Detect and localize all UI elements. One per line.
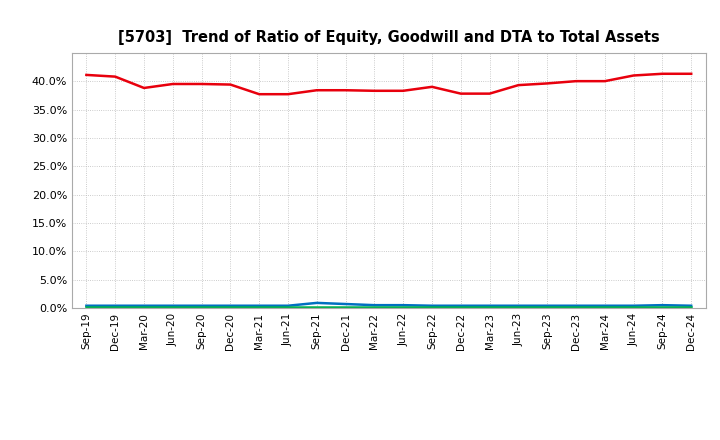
- Deferred Tax Assets: [284, 304, 292, 309]
- Equity: [370, 88, 379, 93]
- Equity: [514, 82, 523, 88]
- Equity: [226, 82, 235, 87]
- Equity: [255, 92, 264, 97]
- Goodwill: [255, 303, 264, 308]
- Goodwill: [140, 303, 148, 308]
- Deferred Tax Assets: [255, 304, 264, 309]
- Equity: [658, 71, 667, 77]
- Goodwill: [370, 303, 379, 308]
- Deferred Tax Assets: [658, 304, 667, 309]
- Goodwill: [687, 303, 696, 308]
- Deferred Tax Assets: [543, 304, 552, 309]
- Equity: [456, 91, 465, 96]
- Equity: [140, 85, 148, 91]
- Goodwill: [197, 303, 206, 308]
- Deferred Tax Assets: [600, 304, 609, 309]
- Goodwill: [658, 303, 667, 308]
- Goodwill: [600, 303, 609, 308]
- Goodwill: [514, 303, 523, 308]
- Goodwill: [341, 301, 350, 307]
- Line: Goodwill: Goodwill: [86, 303, 691, 306]
- Equity: [428, 84, 436, 89]
- Deferred Tax Assets: [514, 304, 523, 309]
- Equity: [543, 81, 552, 86]
- Deferred Tax Assets: [485, 304, 494, 309]
- Deferred Tax Assets: [572, 304, 580, 309]
- Deferred Tax Assets: [82, 304, 91, 309]
- Goodwill: [456, 303, 465, 308]
- Deferred Tax Assets: [428, 304, 436, 309]
- Equity: [284, 92, 292, 97]
- Equity: [168, 81, 177, 87]
- Equity: [341, 88, 350, 93]
- Goodwill: [82, 303, 91, 308]
- Deferred Tax Assets: [111, 304, 120, 309]
- Title: [5703]  Trend of Ratio of Equity, Goodwill and DTA to Total Assets: [5703] Trend of Ratio of Equity, Goodwil…: [118, 29, 660, 45]
- Deferred Tax Assets: [140, 304, 148, 309]
- Goodwill: [284, 303, 292, 308]
- Goodwill: [572, 303, 580, 308]
- Deferred Tax Assets: [687, 304, 696, 309]
- Equity: [312, 88, 321, 93]
- Goodwill: [428, 303, 436, 308]
- Goodwill: [543, 303, 552, 308]
- Equity: [572, 78, 580, 84]
- Deferred Tax Assets: [341, 304, 350, 309]
- Equity: [197, 81, 206, 87]
- Deferred Tax Assets: [399, 304, 408, 309]
- Deferred Tax Assets: [226, 304, 235, 309]
- Goodwill: [168, 303, 177, 308]
- Goodwill: [485, 303, 494, 308]
- Goodwill: [312, 300, 321, 305]
- Goodwill: [629, 303, 638, 308]
- Line: Equity: Equity: [86, 74, 691, 94]
- Deferred Tax Assets: [168, 304, 177, 309]
- Deferred Tax Assets: [370, 304, 379, 309]
- Equity: [629, 73, 638, 78]
- Equity: [485, 91, 494, 96]
- Goodwill: [111, 303, 120, 308]
- Equity: [82, 72, 91, 77]
- Equity: [111, 74, 120, 79]
- Equity: [687, 71, 696, 77]
- Deferred Tax Assets: [629, 304, 638, 309]
- Deferred Tax Assets: [456, 304, 465, 309]
- Equity: [399, 88, 408, 93]
- Goodwill: [399, 303, 408, 308]
- Goodwill: [226, 303, 235, 308]
- Deferred Tax Assets: [312, 304, 321, 309]
- Deferred Tax Assets: [197, 304, 206, 309]
- Equity: [600, 78, 609, 84]
